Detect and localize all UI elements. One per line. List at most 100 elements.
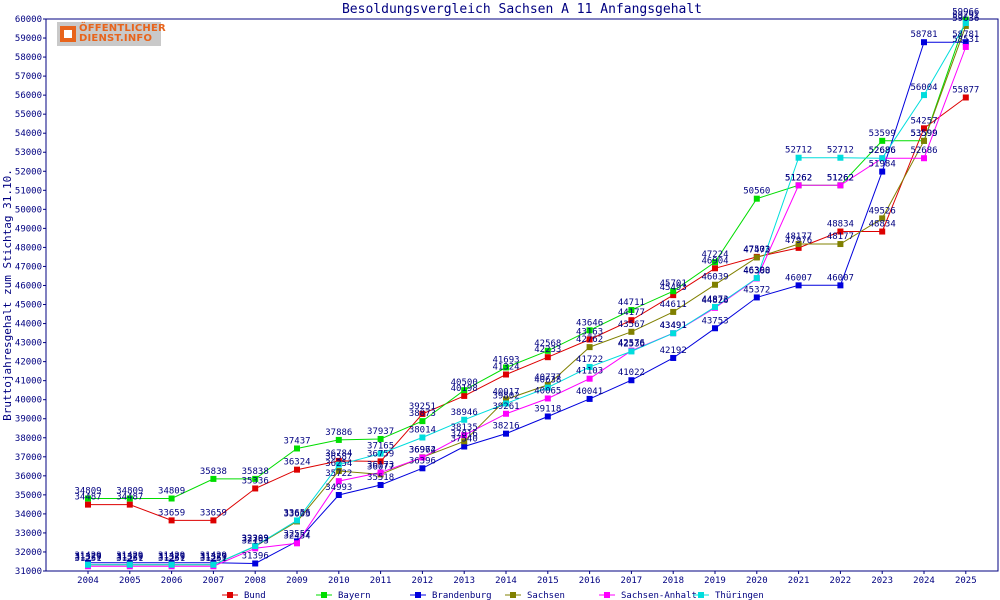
data-point [294, 517, 300, 524]
x-tick-label: 2025 [955, 576, 977, 586]
data-point [294, 445, 300, 452]
y-tick-label: 53000 [15, 148, 42, 158]
data-point [461, 438, 468, 445]
data-point [85, 561, 91, 568]
data-label: 31329 [74, 553, 101, 563]
y-tick-label: 54000 [15, 129, 42, 139]
data-label: 32454 [283, 531, 310, 541]
y-tick-label: 34000 [15, 510, 42, 520]
data-point [837, 154, 844, 161]
data-label: 46904 [701, 256, 728, 266]
data-point [544, 413, 551, 420]
data-label: 41022 [618, 368, 645, 378]
data-label: 39118 [534, 404, 561, 414]
x-tick-label: 2015 [537, 576, 559, 586]
data-label: 54257 [910, 116, 937, 126]
logo-line-2: DIENST.INFO [79, 33, 153, 44]
data-label: 38946 [451, 408, 478, 418]
y-tick-label: 40000 [15, 396, 42, 406]
data-label: 47503 [743, 245, 770, 255]
data-point [335, 457, 342, 464]
data-point [294, 466, 300, 473]
data-label: 31396 [242, 551, 269, 561]
chart-title: Besoldungsvergleich Sachsen A 11 Anfangs… [342, 2, 702, 17]
x-tick-label: 2008 [244, 576, 266, 586]
y-tick-label: 42000 [15, 358, 42, 368]
data-label: 31329 [116, 553, 143, 563]
data-point [795, 182, 802, 189]
data-point [921, 137, 927, 144]
y-tick-label: 48000 [15, 243, 42, 253]
data-label: 33659 [158, 508, 185, 518]
data-point [252, 485, 259, 492]
data-label: 42576 [618, 339, 645, 349]
data-label: 58781 [952, 30, 979, 40]
legend-label: Sachsen-Anhalt [621, 591, 697, 600]
data-point [837, 182, 844, 189]
data-label: 46390 [743, 266, 770, 276]
data-point [377, 450, 384, 457]
data-label: 35722 [325, 469, 352, 479]
data-label: 33656 [283, 508, 310, 518]
x-tick-label: 2017 [621, 576, 643, 586]
data-point [753, 195, 760, 202]
data-label: 33603 [283, 509, 310, 519]
data-label: 40777 [534, 373, 561, 383]
x-tick-label: 2020 [746, 576, 768, 586]
data-point [753, 275, 760, 282]
data-label: 37437 [283, 436, 310, 446]
data-label: 43646 [576, 318, 603, 328]
data-point [921, 125, 927, 132]
y-tick-label: 44000 [15, 320, 42, 330]
y-tick-label: 55000 [15, 110, 42, 120]
data-label: 58531 [952, 35, 979, 45]
data-label: 58781 [910, 30, 937, 40]
data-label: 31251 [74, 554, 101, 564]
data-label: 48177 [827, 232, 854, 242]
data-label: 49526 [869, 206, 896, 216]
data-label: 47224 [701, 250, 728, 260]
data-point [837, 241, 844, 248]
data-point [126, 495, 133, 502]
data-label: 56004 [910, 83, 937, 93]
series-line [88, 46, 967, 567]
data-point [461, 416, 468, 423]
data-point [544, 347, 551, 354]
data-point [544, 354, 551, 361]
x-tick-label: 2013 [453, 576, 475, 586]
series-line [88, 19, 967, 499]
data-label: 44177 [618, 308, 645, 318]
x-tick-label: 2011 [370, 576, 392, 586]
data-label: 32193 [242, 536, 269, 546]
y-tick-label: 47000 [15, 262, 42, 272]
data-point [544, 395, 551, 402]
data-label: 50560 [743, 187, 770, 197]
data-label: 34809 [74, 486, 101, 496]
data-label: 52712 [827, 146, 854, 156]
data-label: 59966 [952, 8, 979, 18]
data-label: 51262 [827, 173, 854, 183]
legend-label: Thüringen [715, 591, 764, 600]
data-label: 34487 [74, 493, 101, 503]
data-label: 48834 [869, 220, 896, 230]
data-label: 53599 [869, 129, 896, 139]
data-labels-layer: 34487 34487 33659 33659 35336 36324 36784 36759… [74, 8, 979, 565]
y-tick-label: 45000 [15, 301, 42, 311]
data-point [837, 228, 844, 235]
data-label: 51262 [827, 173, 854, 183]
data-point [252, 475, 259, 482]
x-tick-label: 2014 [495, 576, 517, 586]
data-label: 34809 [158, 486, 185, 496]
data-label: 52686 [869, 146, 896, 156]
data-label: 38216 [492, 422, 519, 432]
data-point [753, 294, 760, 301]
data-label: 47976 [785, 236, 812, 246]
data-label: 43491 [660, 321, 687, 331]
series-line [88, 25, 967, 566]
data-point [795, 282, 802, 289]
data-point [335, 467, 342, 474]
data-point [962, 16, 969, 23]
x-tick-label: 2022 [830, 576, 852, 586]
data-label: 31429 [74, 551, 101, 561]
series-layer [85, 16, 969, 570]
